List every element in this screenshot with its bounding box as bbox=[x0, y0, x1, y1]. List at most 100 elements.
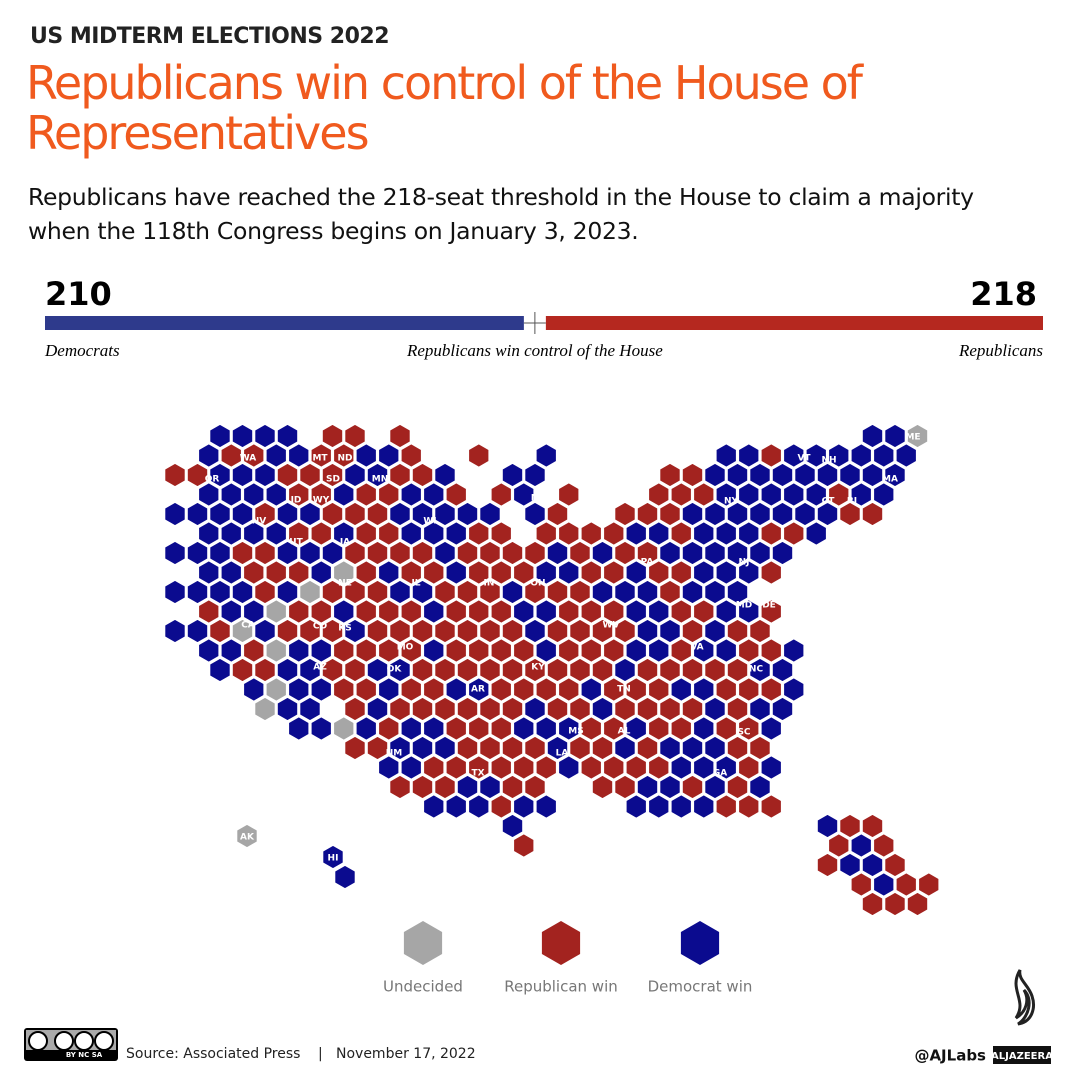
seat-hex bbox=[230, 539, 255, 567]
seat-hex bbox=[602, 637, 626, 664]
seat-hex bbox=[579, 520, 603, 547]
subtitle-line: when the 118th Congress begins on Januar… bbox=[28, 217, 639, 245]
seat-hex bbox=[377, 754, 401, 781]
seat-hex bbox=[523, 500, 547, 528]
seat-hex bbox=[242, 442, 266, 469]
seat-hex bbox=[692, 715, 716, 742]
seat-hex bbox=[815, 500, 840, 528]
seat-hex bbox=[489, 520, 513, 547]
seat-hex bbox=[557, 598, 581, 625]
seat-hex bbox=[208, 422, 232, 450]
seat-hex bbox=[287, 559, 311, 586]
seat-hex bbox=[287, 715, 311, 742]
seat-hex bbox=[568, 617, 592, 645]
state-label: VT bbox=[797, 454, 811, 464]
subtitle-line: Republicans have reached the 218-seat th… bbox=[28, 183, 974, 211]
badge-icon bbox=[94, 1031, 114, 1051]
seat-hex bbox=[253, 422, 277, 450]
seat-hex bbox=[219, 442, 243, 469]
seat-hex bbox=[568, 734, 592, 762]
seat-hex bbox=[714, 715, 738, 742]
seat-hex bbox=[309, 676, 333, 703]
seat-hex bbox=[343, 500, 367, 528]
seat-hex bbox=[478, 773, 502, 801]
seat-hex bbox=[320, 539, 345, 567]
seat-hex bbox=[500, 617, 525, 645]
state-label: AK bbox=[240, 833, 255, 843]
state-label: NH bbox=[821, 456, 836, 466]
seat-hex bbox=[883, 461, 907, 489]
seat-hex bbox=[692, 676, 716, 703]
seat-hex bbox=[377, 520, 401, 547]
seat-hex bbox=[455, 734, 480, 762]
seat-hex bbox=[343, 578, 367, 606]
legend-swatch bbox=[541, 921, 581, 965]
seat-hex bbox=[275, 695, 300, 723]
seat-hex bbox=[680, 461, 705, 489]
seat-hex bbox=[343, 695, 367, 723]
logo-mark bbox=[1014, 969, 1035, 1026]
seat-hex bbox=[512, 598, 536, 625]
seat-hex bbox=[377, 598, 401, 625]
seat-hex bbox=[275, 656, 300, 684]
seat-hex bbox=[219, 637, 243, 664]
state-label: GA bbox=[713, 769, 727, 779]
seat-hex bbox=[624, 637, 648, 664]
seat-hex bbox=[185, 539, 210, 567]
seat-hex bbox=[343, 461, 367, 489]
state-label: AZ bbox=[313, 663, 327, 673]
seat-hex bbox=[444, 598, 468, 625]
seat-hex bbox=[163, 539, 187, 567]
state-label: TX bbox=[471, 769, 484, 779]
seat-hex bbox=[669, 754, 693, 781]
seat-hex bbox=[647, 520, 671, 547]
seat-hex bbox=[658, 656, 682, 684]
seat-hex bbox=[680, 617, 705, 645]
seat-hex bbox=[320, 617, 345, 645]
seat-hex bbox=[332, 442, 356, 469]
seat-hex bbox=[804, 481, 828, 508]
seat-hex bbox=[444, 754, 468, 781]
seat-hex bbox=[500, 461, 525, 489]
seat-hex bbox=[714, 559, 738, 586]
seat-hex bbox=[680, 773, 705, 801]
state-label: AL bbox=[618, 727, 631, 737]
seat-hex bbox=[635, 734, 660, 762]
license-text: BY NC SA bbox=[66, 1051, 103, 1059]
seat-hex bbox=[399, 715, 423, 742]
seat-hex bbox=[669, 559, 693, 586]
logo-box bbox=[993, 1046, 1051, 1064]
seat-hex bbox=[579, 715, 603, 742]
state-label: MN bbox=[372, 475, 389, 485]
seat-hex bbox=[467, 598, 491, 625]
seat-hex bbox=[332, 481, 356, 508]
seat-hex bbox=[219, 598, 243, 625]
seat-hex bbox=[602, 754, 626, 781]
seat-hex bbox=[782, 481, 806, 508]
seat-hex bbox=[242, 520, 266, 547]
state-label: IL bbox=[411, 579, 420, 589]
seat-hex bbox=[444, 793, 468, 820]
seat-hex bbox=[838, 500, 862, 528]
state-label: FL bbox=[775, 832, 787, 842]
seat-hex bbox=[523, 617, 547, 645]
seat-hex bbox=[197, 637, 221, 664]
state-label: WI bbox=[423, 517, 436, 527]
seat-hex bbox=[219, 559, 243, 586]
seat-hex bbox=[242, 559, 266, 586]
seat-hex bbox=[849, 832, 873, 859]
seat-hex bbox=[635, 695, 660, 723]
seat-hex bbox=[737, 676, 761, 703]
seat-hex bbox=[782, 637, 806, 664]
legend-label: Democrats bbox=[44, 341, 120, 360]
seat-hex bbox=[365, 734, 390, 762]
seat-hex bbox=[523, 578, 547, 606]
seat-hex bbox=[692, 793, 716, 820]
seat-hex bbox=[422, 754, 446, 781]
seat-hex bbox=[748, 734, 772, 762]
seat-hex bbox=[478, 578, 502, 606]
seat-hex bbox=[275, 461, 300, 489]
seat-hex bbox=[230, 422, 255, 450]
seat-hex bbox=[647, 481, 671, 508]
